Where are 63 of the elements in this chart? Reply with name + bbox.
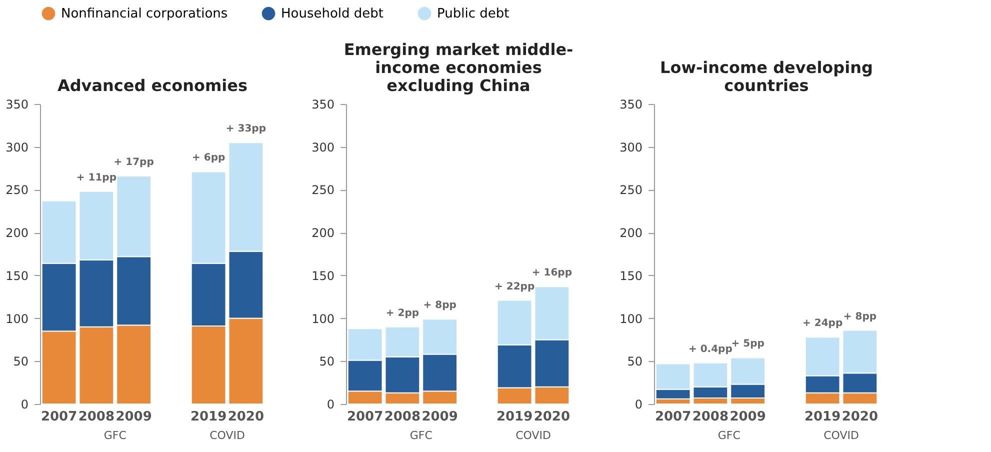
y-tick-label: 0 [20,398,28,412]
y-tick-label: 150 [312,268,334,283]
x-tick-label: 2009 [422,410,458,424]
y-tick-label: 350 [620,98,642,112]
x-tick-label: 2007 [40,410,78,424]
y-tick-label: 0 [634,398,642,412]
annotation: + 17pp [114,157,154,168]
text: GFC [410,429,433,442]
chart-title: Emerging market middle-income economies excluding China [344,40,574,95]
text: COVID [824,429,859,442]
x-tick-label: 2008 [692,410,729,424]
y-tick-label: 350 [6,98,28,112]
annotation: + 0.4pp [688,344,732,355]
y-tick-label: 50 [319,354,334,369]
y-tick-label: 250 [312,183,334,198]
y-tick-label: 350 [312,98,334,112]
annotation: + 11pp [76,172,116,184]
legend-label: Public debt [437,6,510,22]
annotation: + 6pp [192,152,226,164]
y-tick-label: 50 [13,354,28,369]
x-tick-label: 2008 [78,410,115,424]
y-tick-label: 150 [620,268,642,283]
x-tick-label: 2019 [190,410,227,424]
y-tick-label: 300 [6,140,28,154]
annotation: + 22pp [494,281,535,292]
y-tick-label: 250 [620,183,642,198]
annotation: + 8pp [843,311,877,322]
annotation: + 5pp [731,338,764,350]
y-tick-label: 0 [326,398,334,412]
chart-title: Advanced economies [57,76,248,95]
annotation: + 8pp [423,300,456,312]
x-tick-label: 2019 [804,410,841,424]
annotation: + 16pp [532,268,572,279]
legend-label: Nonfinancial corporations [61,6,228,22]
annotation: + 24pp [802,318,843,330]
y-tick-label: 200 [620,226,642,240]
y-tick-label: 200 [312,226,334,240]
x-tick-label: 2020 [842,410,878,424]
text: GFC [104,429,127,442]
text: COVID [516,429,551,442]
annotation: + 33pp [226,124,266,135]
y-tick-label: 100 [6,312,28,326]
y-tick-label: 100 [312,312,334,326]
legend-label: Household debt [281,6,384,22]
y-tick-label: 150 [6,268,28,283]
y-tick-label: 250 [6,183,28,198]
x-tick-label: 2007 [346,410,384,424]
y-tick-label: 300 [620,140,642,154]
y-tick-label: 50 [627,354,642,369]
y-tick-label: 200 [6,226,28,240]
text: GFC [718,429,741,442]
x-tick-label: 2008 [384,410,421,424]
chart-title: Low-income developing countries [660,58,873,95]
y-tick-label: 100 [620,312,642,326]
x-tick-label: 2020 [228,410,264,424]
text: COVID [210,429,245,442]
y-tick-label: 300 [312,140,334,154]
x-tick-label: 2009 [730,410,766,424]
x-tick-label: 2007 [654,410,692,424]
x-tick-label: 2020 [534,410,570,424]
annotation: + 2pp [386,308,420,319]
x-tick-label: 2019 [496,410,533,424]
x-tick-label: 2009 [116,410,152,424]
